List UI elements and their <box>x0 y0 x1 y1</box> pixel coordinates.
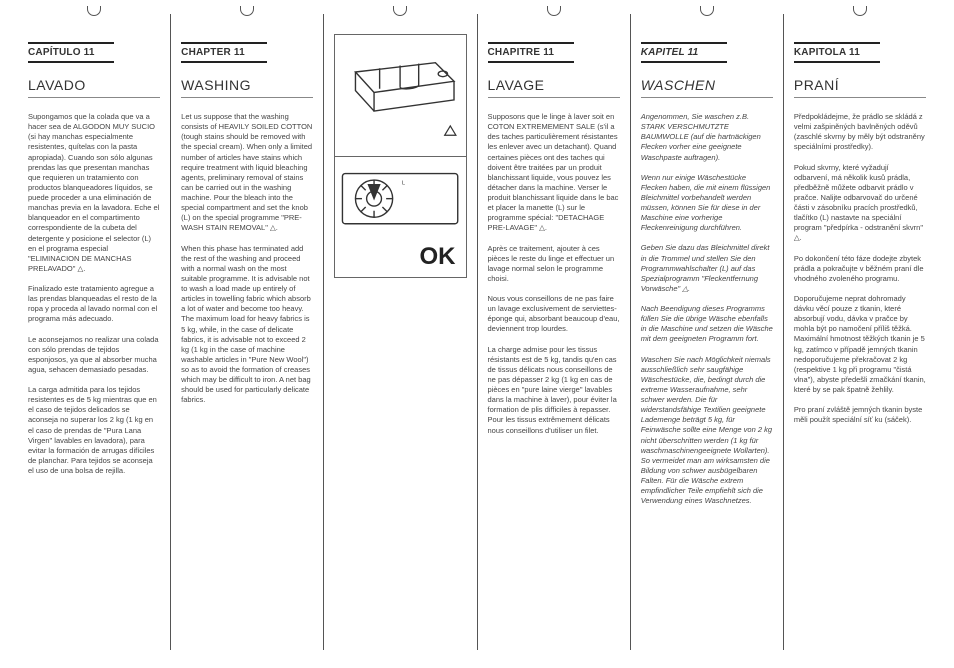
binder-ring <box>547 6 561 16</box>
manual-page: CAPÍTULO 11 LAVADO Supongamos que la col… <box>0 0 954 668</box>
paragraph: Let us suppose that the washing consists… <box>181 112 313 234</box>
paragraph: La charge admise pour les tissus résista… <box>488 345 620 436</box>
paragraph: La carga admitida para los tejidos resis… <box>28 385 160 476</box>
paragraph: Předpokládejme, že prádlo se skládá z ve… <box>794 112 926 153</box>
column-de: KAPITEL 11 WASCHEN Angenommen, Sie wasch… <box>630 14 783 650</box>
body-text-de: Angenommen, Sie waschen z.B. STARK VERSC… <box>641 112 773 506</box>
paragraph: Après ce traitement, ajouter à ces pièce… <box>488 244 620 285</box>
body-text-es: Supongamos que la colada que va a hacer … <box>28 112 160 476</box>
chapter-label-cz: KAPITOLA 11 <box>794 42 880 63</box>
paragraph: Pokud skvrny, které vyžadují odbarvení, … <box>794 163 926 244</box>
ok-label: OK <box>420 243 456 271</box>
section-title-de: WASCHEN <box>641 77 773 98</box>
paragraph: Angenommen, Sie waschen z.B. STARK VERSC… <box>641 112 773 163</box>
binder-ring <box>87 6 101 16</box>
section-title-cz: PRANÍ <box>794 77 926 98</box>
chapter-label-de: KAPITEL 11 <box>641 42 727 63</box>
paragraph: Finalizado este tratamiento agregue a la… <box>28 284 160 325</box>
binder-ring <box>700 6 714 16</box>
binder-ring <box>240 6 254 16</box>
figure-drawer-panel <box>335 35 465 157</box>
paragraph: Nous vous conseillons de ne pas faire un… <box>488 294 620 335</box>
column-fr: CHAPITRE 11 LAVAGE Supposons que le ling… <box>477 14 630 650</box>
column-en: CHAPTER 11 WASHING Let us suppose that t… <box>170 14 323 650</box>
paragraph: Nach Beendigung dieses Programms füllen … <box>641 304 773 345</box>
chapter-label-es: CAPÍTULO 11 <box>28 42 114 63</box>
paragraph: Pro praní zvláště jemných tkanin byste m… <box>794 405 926 425</box>
paragraph: Po dokončení této fáze dodejte zbytek pr… <box>794 254 926 284</box>
paragraph: Wenn nur einige Wäschestücke Flecken hab… <box>641 173 773 234</box>
instruction-figure: L OK <box>334 34 466 278</box>
column-es: CAPÍTULO 11 LAVADO Supongamos que la col… <box>18 14 170 650</box>
paragraph: Doporučujeme neprat dohromady dávku věcí… <box>794 294 926 395</box>
figure-dial-panel: L OK <box>335 157 465 278</box>
binder-ring <box>393 6 407 16</box>
paragraph: When this phase has terminated add the r… <box>181 244 313 406</box>
chapter-label-fr: CHAPITRE 11 <box>488 42 574 63</box>
paragraph: Geben Sie dazu das Bleichmittel direkt i… <box>641 243 773 294</box>
paragraph: Supongamos que la colada que va a hacer … <box>28 112 160 274</box>
column-figure: L OK <box>323 14 476 650</box>
paragraph: Waschen Sie nach Möglichkeit niemals aus… <box>641 355 773 507</box>
section-title-en: WASHING <box>181 77 313 98</box>
section-title-es: LAVADO <box>28 77 160 98</box>
chapter-label-en: CHAPTER 11 <box>181 42 267 63</box>
column-cz: KAPITOLA 11 PRANÍ Předpokládejme, že prá… <box>783 14 936 650</box>
body-text-fr: Supposons que le linge à laver soit en C… <box>488 112 620 436</box>
section-title-fr: LAVAGE <box>488 77 620 98</box>
body-text-en: Let us suppose that the washing consists… <box>181 112 313 406</box>
paragraph: Le aconsejamos no realizar una colada co… <box>28 335 160 376</box>
binder-ring <box>853 6 867 16</box>
paragraph: Supposons que le linge à laver soit en C… <box>488 112 620 234</box>
detergent-drawer-icon <box>335 35 465 156</box>
body-text-cz: Předpokládejme, že prádlo se skládá z ve… <box>794 112 926 425</box>
svg-text:L: L <box>402 180 405 186</box>
